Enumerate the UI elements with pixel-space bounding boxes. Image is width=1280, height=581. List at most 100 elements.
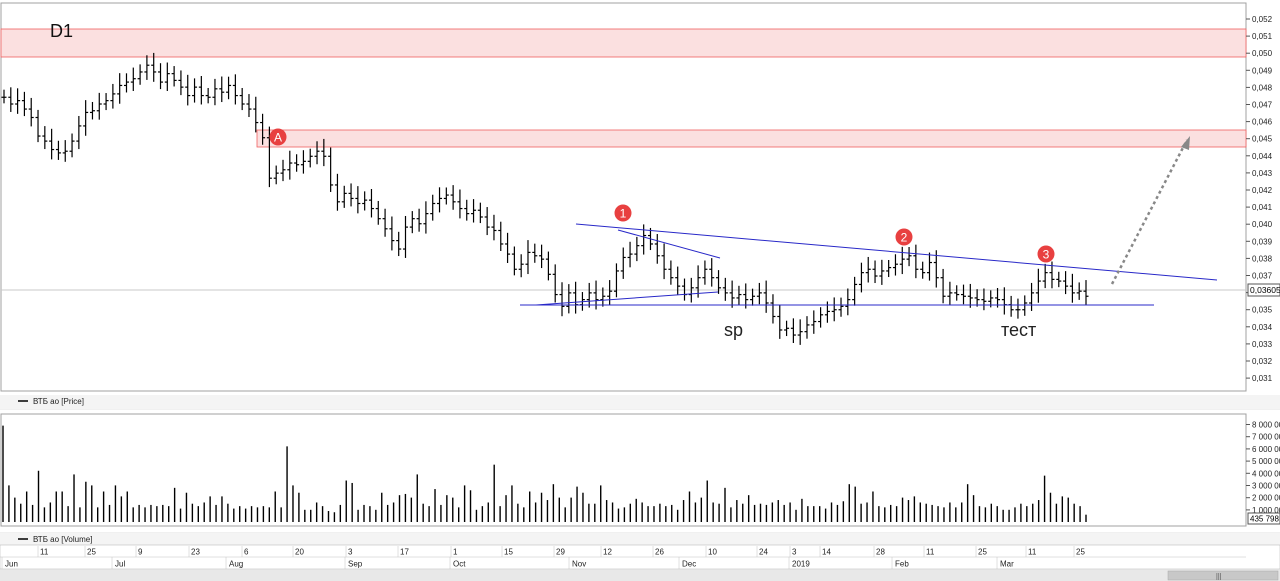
price-bar (42, 126, 48, 150)
day-tick-label: 25 (87, 548, 96, 557)
price-bar (144, 55, 150, 80)
current-price-label: 0,03605 (1250, 285, 1280, 295)
volume-tick-label: 8 000 000 (1252, 421, 1280, 430)
price-bar (437, 187, 443, 213)
scrollbar-grip-icon: ||| (1216, 574, 1222, 581)
day-tick-label: 26 (655, 548, 664, 557)
month-tick-label: 2019 (792, 560, 810, 569)
day-tick-label: 11 (1028, 548, 1037, 557)
price-bar (396, 231, 402, 257)
price-tick-label: 0,038 (1252, 254, 1273, 263)
price-bar (450, 185, 456, 210)
price-bar (756, 282, 762, 305)
price-bar (892, 254, 898, 276)
price-bar (736, 285, 742, 305)
marker-2 (895, 228, 913, 246)
price-bar (613, 263, 619, 298)
trendline-local (617, 229, 721, 259)
price-bar (532, 243, 538, 263)
price-bar (15, 88, 21, 114)
price-bar (852, 276, 858, 306)
month-tick-label: Nov (572, 560, 586, 569)
price-bar (28, 97, 34, 127)
day-tick-label: 25 (978, 548, 987, 557)
day-tick-label: 14 (822, 548, 831, 557)
day-tick-label: 25 (1076, 548, 1085, 557)
price-bar (511, 246, 517, 276)
price-bar (961, 284, 967, 305)
price-bar (716, 270, 722, 294)
price-bar (995, 287, 1001, 308)
price-bar (886, 259, 892, 278)
price-bar (777, 305, 783, 339)
price-bar (1029, 282, 1035, 311)
price-bar (620, 247, 626, 279)
price-bar (981, 288, 987, 311)
volume-tick-label: 5 000 000 (1252, 457, 1280, 466)
price-bar (294, 154, 300, 172)
day-tick-label: 17 (400, 548, 409, 557)
price-bar (232, 74, 238, 105)
price-tick-label: 0,045 (1252, 135, 1273, 144)
price-bar (552, 264, 558, 303)
price-tick-label: 0,043 (1252, 169, 1273, 178)
price-bar (389, 216, 395, 251)
price-panel-bg (0, 0, 1280, 395)
price-tick-label: 0,052 (1252, 15, 1273, 24)
timeframe-label: D1 (50, 21, 73, 41)
price-bar (443, 187, 449, 205)
volume-tick-label: 2 000 000 (1252, 494, 1280, 503)
price-tick-label: 0,051 (1252, 32, 1273, 41)
price-bar (811, 310, 817, 334)
price-bar (790, 318, 796, 343)
horizontal-scrollbar[interactable] (0, 570, 1280, 581)
price-bar (505, 232, 511, 263)
price-bar (1042, 263, 1048, 289)
price-bar (375, 200, 381, 225)
scrollbar-thumb[interactable] (1167, 570, 1279, 581)
price-bar (192, 78, 198, 103)
price-bar (8, 87, 14, 112)
price-bar (1056, 271, 1062, 288)
price-bar (1022, 295, 1028, 316)
price-bar (280, 159, 286, 182)
day-ticks: 11 25 9 23 6 20 3 17 1 15 29 12 26 10 24 3 14 28 11 25 11 25 (37, 546, 1085, 557)
price-bar (477, 202, 483, 224)
marker-1 (614, 204, 632, 222)
price-bar (872, 260, 878, 284)
price-bar (688, 277, 694, 303)
price-tick-label: 0,049 (1252, 66, 1273, 75)
day-tick-label: 20 (295, 548, 304, 557)
price-bar (219, 76, 225, 103)
price-bar (709, 258, 715, 287)
price-bar (416, 208, 422, 232)
price-bar (770, 294, 776, 324)
price-bar (137, 64, 143, 85)
volume-axis: 8 000 000 7 000 000 6 000 000 5 000 000 4 00… (1246, 421, 1280, 515)
price-bar (471, 199, 477, 223)
price-bar (103, 93, 109, 111)
price-bar (260, 113, 266, 145)
day-tick-label: 6 (244, 548, 249, 557)
price-bar (300, 150, 306, 174)
price-bar (1076, 282, 1082, 300)
price-bar (49, 128, 55, 160)
day-tick-label: 28 (876, 548, 885, 557)
current-price-box (1247, 283, 1280, 297)
price-bar (457, 189, 463, 219)
annotation-sp: sp (724, 320, 743, 340)
price-bar (464, 199, 470, 221)
day-tick-label: 24 (759, 548, 768, 557)
price-tick-label: 0,031 (1252, 374, 1273, 383)
price-bar (1063, 271, 1069, 295)
price-bar (21, 91, 27, 117)
price-bar (634, 236, 640, 262)
price-bar (586, 282, 592, 308)
marker-a (269, 128, 287, 146)
price-legend-label: ВТБ ао [Price] (33, 397, 84, 406)
price-bar (328, 147, 334, 192)
price-tick-label: 0,050 (1252, 49, 1273, 58)
price-tick-label: 0,040 (1252, 220, 1273, 229)
price-bars (1, 52, 1089, 345)
